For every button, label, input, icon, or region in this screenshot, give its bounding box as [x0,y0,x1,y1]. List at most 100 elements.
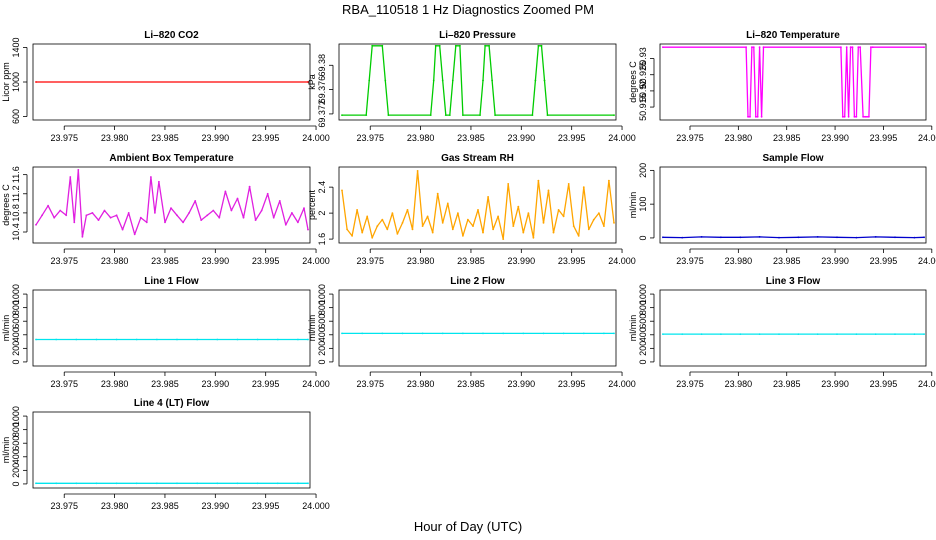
y-tick-label: 0 [11,359,21,364]
x-tick-label: 23.990 [202,133,230,143]
x-tick-label: 23.980 [101,133,129,143]
y-tick-label: 200 [317,341,327,356]
x-tick-label: 24.000 [302,501,330,511]
y-tick-label: 50.92 [638,80,648,103]
y-tick-label: 1000 [11,284,21,304]
data-point [341,189,343,192]
data-point [384,79,387,82]
data-point [459,44,461,47]
data-point [429,114,432,116]
x-tick-label: 23.985 [773,133,801,143]
figure-title: RBA_110518 1 Hz Diagnostics Zoomed PM [342,2,594,17]
y-tick-label: 600 [638,314,648,329]
data-point [522,231,525,234]
data-point [870,46,872,49]
series-line-temperature [662,46,925,118]
data-point [841,115,844,118]
data-point [487,196,489,198]
plot-frame [32,411,311,489]
y-axis-label: percent [307,189,317,220]
y-tick-label: 2.4 [317,181,327,194]
y-tick-label: 800 [11,422,21,437]
data-point [438,44,441,47]
data-point [613,332,615,335]
data-point [200,219,203,222]
data-point [224,190,227,193]
data-point [488,44,490,47]
data-point [206,214,209,217]
y-tick-label: 2 [317,211,327,216]
data-point [307,81,309,83]
plot-frame [659,166,927,244]
data-point [494,114,496,116]
data-point [446,202,449,205]
data-point [587,228,590,231]
x-tick-label: 23.995 [558,379,586,389]
data-point [75,338,78,341]
data-point [758,236,761,238]
data-point [923,236,925,239]
data-point [462,332,464,335]
x-tick-label: 23.975 [356,133,384,143]
data-point [103,209,106,212]
data-point [431,231,434,234]
data-point [572,225,575,228]
data-point [55,338,58,341]
panel-pressure: Li–820 Pressure kPa 23.975 23.980 23.985 23.9… [307,30,636,143]
x-tick-label: 23.975 [50,379,78,389]
x-tick-label: 23.990 [821,133,849,143]
data-point [381,218,384,221]
y-axis-label: Licor ppm [1,62,11,102]
y-tick-label: 0 [317,359,327,364]
panel-line1: Line 1 Flow ml/min 23.975 23.980 23.985 23.99… [1,276,330,389]
data-point [756,115,759,118]
y-tick-label: 400 [317,327,327,342]
data-point [297,338,299,341]
y-tick-label: 600 [11,314,21,329]
data-point [41,214,43,217]
data-point [923,46,925,49]
data-point [53,216,56,219]
data-point [752,46,755,49]
panel-title: Sample Flow [762,153,823,164]
data-point [365,114,368,116]
y-tick-label: 11.2 [11,185,21,202]
data-point [35,81,37,83]
panel-title: Line 4 (LT) Flow [134,398,210,409]
data-point [855,236,858,239]
data-point [598,212,600,215]
x-tick-label: 24.000 [608,379,636,389]
data-point [196,482,199,485]
data-point [739,333,742,335]
y-axis-label: ml/min [628,315,638,342]
data-point [77,169,80,171]
data-point [546,114,549,116]
y-axis-label: degrees C [628,61,638,103]
x-tick-label: 23.995 [252,133,280,143]
data-point [95,482,98,485]
data-point [356,209,358,211]
y-tick-label: 1000 [638,284,648,304]
data-point [762,46,765,49]
x-tick-label: 23.975 [676,379,704,389]
data-point [497,215,499,218]
figure-xlabel: Hour of Day (UTC) [414,519,522,534]
data-point [577,235,580,237]
data-point [35,482,37,485]
data-point [176,338,178,341]
data-point [135,338,138,341]
data-point [836,236,838,239]
y-tick-label: 11.6 [11,166,21,183]
x-tick-label: 23.980 [725,256,753,266]
data-point [484,44,486,47]
x-tick-label: 23.980 [101,379,129,389]
data-point [158,180,160,183]
data-point [836,333,838,335]
y-tick-label: 1000 [11,72,21,92]
y-tick-label: 600 [11,436,21,451]
data-point [778,236,780,239]
x-tick-label: 23.985 [151,379,179,389]
data-point [502,332,505,335]
data-point [923,333,925,335]
data-point [386,228,389,231]
